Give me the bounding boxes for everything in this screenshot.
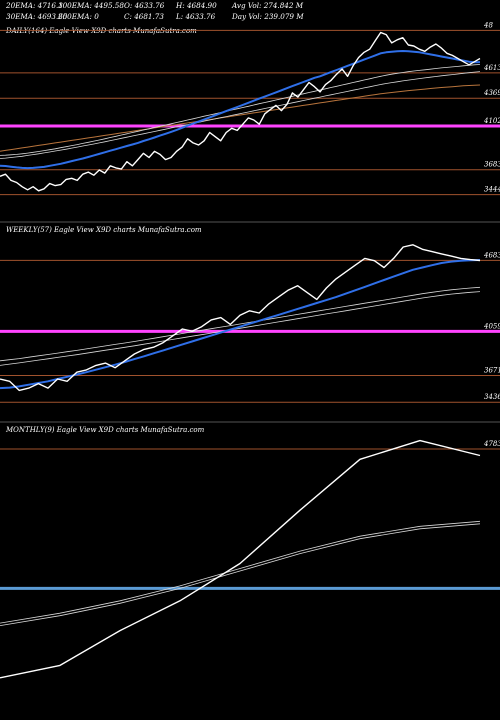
stat-20ema: 20EMA: 4716.3 <box>6 1 63 10</box>
price-level-label: 4369 <box>483 89 500 97</box>
price-line <box>0 439 481 679</box>
header-row-1: 20EMA: 4716.3 100EMA: 4495.58 O: 4633.76… <box>6 0 496 11</box>
panel-1: DAILY(164) Eagle View X9D charts MunafaS… <box>0 21 500 196</box>
header-row-2: 30EMA: 4693.65 200EMA: 0 C: 4681.73 L: 4… <box>6 11 496 22</box>
ema-line-white <box>0 520 481 624</box>
stat-low: L: 4633.76 <box>176 12 216 21</box>
price-level-label: 3436 <box>484 393 500 401</box>
panel-3: MONTHLY(9) Eagle View X9D charts MunafaS… <box>0 421 500 679</box>
stat-30ema: 30EMA: 4693.65 <box>6 12 68 21</box>
price-line <box>0 31 481 192</box>
ema-line-blue <box>0 259 481 390</box>
panel-label: DAILY(164) Eagle View X9D charts MunafaS… <box>5 27 197 35</box>
stat-day-vol: Day Vol: 239.079 M <box>232 12 304 21</box>
stat-200ema: 200EMA: 0 <box>58 12 99 21</box>
ema-line-white <box>0 71 481 159</box>
ema-line-white <box>0 286 481 362</box>
ema-line-brown <box>0 84 481 152</box>
price-level-label: 4059 <box>483 322 500 330</box>
ema-line-white <box>0 523 481 626</box>
stat-open: O: 4633.76 <box>124 1 165 10</box>
panel-label: MONTHLY(9) Eagle View X9D charts MunafaS… <box>5 426 205 434</box>
panel-label: WEEKLY(57) Eagle View X9D charts MunafaS… <box>6 226 202 234</box>
price-line <box>0 244 481 392</box>
stat-avg-vol: Avg Vol: 274.842 M <box>232 1 304 10</box>
ema-line-blue <box>0 50 481 170</box>
ema-line-white <box>0 64 481 156</box>
price-level-label: 3671 <box>484 367 500 375</box>
price-level-label: 4613 <box>483 64 500 72</box>
price-level-label: 4102 <box>483 117 500 125</box>
price-level-label: 3444 <box>484 186 500 194</box>
price-level-label: 4783 <box>483 440 500 448</box>
stat-close: C: 4681.73 <box>124 12 164 21</box>
price-level-label: 4683 <box>483 251 500 259</box>
stat-100ema: 100EMA: 4495.58 <box>58 1 124 10</box>
price-level-label: 48 <box>483 21 493 29</box>
stat-high: H: 4684.90 <box>176 1 217 10</box>
panel-2: WEEKLY(57) Eagle View X9D charts MunafaS… <box>0 221 500 403</box>
header-stats: 20EMA: 4716.3 100EMA: 4495.58 O: 4633.76… <box>6 0 496 22</box>
ema-line-white <box>0 291 481 366</box>
